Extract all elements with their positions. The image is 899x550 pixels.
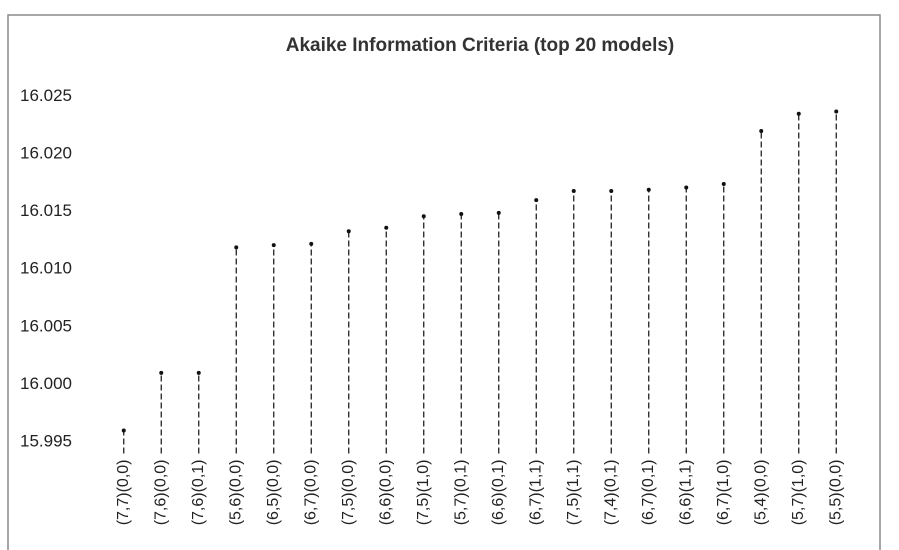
y-tick-label: 16.005 [20, 316, 72, 335]
x-tick-label: (6,6)(1,1) [677, 460, 694, 526]
marker [384, 225, 389, 230]
chart-border [7, 14, 881, 550]
y-tick-label: 16.015 [20, 201, 72, 220]
marker [834, 109, 839, 114]
marker [496, 210, 501, 215]
x-tick-label: (6,7)(1,0) [715, 460, 732, 526]
marker [684, 185, 689, 190]
x-tick-label: (5,7)(0,1) [452, 460, 469, 526]
x-tick-label: (6,6)(0,0) [377, 460, 394, 526]
y-tick-label: 15.995 [20, 431, 72, 450]
marker [346, 229, 351, 234]
marker [609, 188, 614, 193]
marker [121, 428, 126, 433]
y-tick-label: 16.010 [20, 259, 72, 278]
x-tick-label: (7,5)(1,0) [415, 460, 432, 526]
marker [796, 111, 801, 116]
y-tick-label: 16.020 [20, 144, 72, 163]
x-tick-label: (7,6)(0,1) [190, 460, 207, 526]
y-tick-label: 16.025 [20, 86, 72, 105]
x-tick-label: (5,6)(0,0) [227, 460, 244, 526]
x-tick-label: (6,7)(0,0) [302, 460, 319, 526]
x-tick-label: (7,5)(0,0) [340, 460, 357, 526]
marker [571, 188, 576, 193]
x-tick-label: (6,7)(0,1) [640, 460, 657, 526]
marker [646, 187, 651, 192]
x-tick-label: (6,7)(1,1) [527, 460, 544, 526]
marker [309, 241, 314, 246]
marker [234, 245, 239, 250]
marker [196, 370, 201, 375]
x-tick-label: (7,4)(0,1) [602, 460, 619, 526]
x-tick-label: (5,4)(0,0) [752, 460, 769, 526]
x-tick-label: (7,7)(0,0) [115, 460, 132, 526]
marker [159, 370, 164, 375]
marker [459, 211, 464, 216]
marker [271, 243, 276, 248]
chart-title: Akaike Information Criteria (top 20 mode… [286, 35, 675, 56]
marker [759, 129, 764, 134]
x-tick-label: (7,6)(0,0) [152, 460, 169, 526]
marker [534, 198, 539, 203]
x-tick-label: (5,5)(0,0) [827, 460, 844, 526]
x-tick-label: (7,5)(1,1) [565, 460, 582, 526]
x-tick-label: (6,5)(0,0) [265, 460, 282, 526]
marker [421, 214, 426, 219]
y-tick-label: 16.000 [20, 374, 72, 393]
x-tick-label: (5,7)(1,0) [790, 460, 807, 526]
x-tick-label: (6,6)(0,1) [490, 460, 507, 526]
marker [721, 182, 726, 187]
